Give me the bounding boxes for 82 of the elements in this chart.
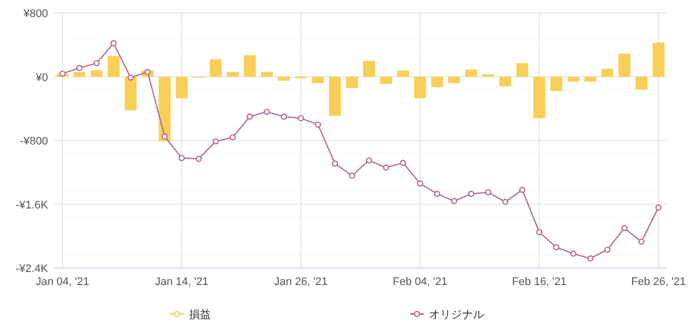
point xyxy=(162,133,168,140)
point xyxy=(280,113,287,120)
point xyxy=(416,180,424,187)
bar xyxy=(465,70,478,77)
bar xyxy=(397,70,410,77)
point xyxy=(434,190,440,197)
point xyxy=(536,229,542,236)
legend-label: オリジナル xyxy=(429,309,484,321)
point xyxy=(59,70,66,77)
bar xyxy=(363,60,375,77)
point xyxy=(451,198,458,204)
point xyxy=(570,250,576,257)
point xyxy=(587,255,594,262)
point xyxy=(366,157,372,164)
legend-損益: 損益 xyxy=(170,309,211,321)
bar xyxy=(312,76,324,84)
y-tick-label: -¥800 xyxy=(20,136,48,148)
point xyxy=(655,204,662,211)
bar xyxy=(226,72,239,77)
bar xyxy=(90,70,103,77)
point xyxy=(502,198,508,205)
legend-label: 損益 xyxy=(189,309,211,321)
bar xyxy=(550,76,562,92)
x-tick-label: Feb 16, '21 xyxy=(512,276,567,288)
bar xyxy=(499,76,512,86)
bar xyxy=(533,76,546,118)
point xyxy=(144,68,151,76)
bar xyxy=(380,76,392,84)
bar xyxy=(584,76,596,82)
point xyxy=(110,40,117,46)
bar xyxy=(448,76,460,84)
point xyxy=(638,238,645,245)
point xyxy=(400,160,406,166)
bar xyxy=(346,76,358,88)
point xyxy=(128,74,134,81)
x-tick-label: Feb 26, '21 xyxy=(631,276,686,288)
bar xyxy=(244,55,256,77)
y-tick-label: -¥2.4K xyxy=(16,263,49,275)
point xyxy=(196,156,202,162)
point xyxy=(468,190,474,197)
point xyxy=(298,115,304,122)
bar xyxy=(482,74,494,77)
bar xyxy=(74,72,86,77)
point xyxy=(212,138,219,144)
bar xyxy=(260,72,273,77)
point xyxy=(604,246,611,253)
y-tick-label: ¥0 xyxy=(34,72,48,84)
bar xyxy=(329,76,341,116)
point xyxy=(382,164,390,171)
bar xyxy=(567,76,580,82)
x-tick-label: Jan 14, '21 xyxy=(154,276,208,288)
bar xyxy=(414,76,426,98)
bar xyxy=(636,76,648,90)
point xyxy=(553,244,560,250)
point xyxy=(246,113,253,120)
bar xyxy=(601,68,614,77)
point xyxy=(264,108,270,115)
legend-オリジナル: オリジナル xyxy=(410,309,484,321)
bar xyxy=(652,42,664,77)
y-tick-label: -¥1.6K xyxy=(16,199,49,212)
point xyxy=(519,186,526,194)
bar xyxy=(108,56,120,77)
point xyxy=(76,64,83,72)
point xyxy=(348,172,356,179)
point xyxy=(178,154,185,162)
y-tick-label: ¥800 xyxy=(22,8,48,20)
bar xyxy=(431,76,444,88)
bar xyxy=(176,76,188,98)
x-tick-label: Jan 26, '21 xyxy=(274,276,328,288)
point xyxy=(314,121,322,128)
x-tick-label: Feb 04, '21 xyxy=(392,276,448,288)
bar xyxy=(124,76,137,110)
bar xyxy=(158,76,171,142)
bar xyxy=(516,63,528,77)
point xyxy=(332,160,338,167)
point xyxy=(93,60,100,66)
bar xyxy=(618,54,630,77)
point xyxy=(621,225,628,232)
point xyxy=(230,134,236,140)
bar xyxy=(210,59,222,77)
x-tick-label: Jan 04, '21 xyxy=(36,276,90,288)
point xyxy=(485,189,492,196)
